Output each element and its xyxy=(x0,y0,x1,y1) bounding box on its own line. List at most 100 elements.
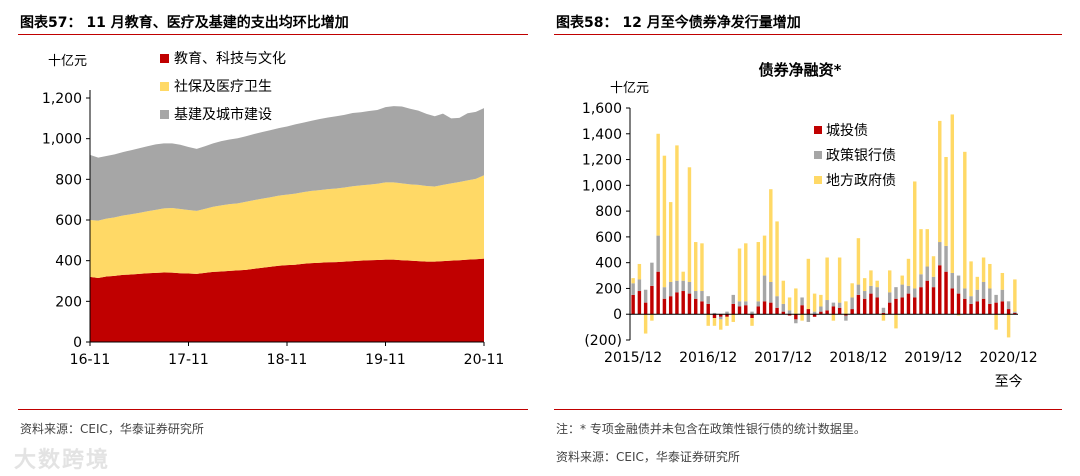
bar-1 xyxy=(693,291,698,299)
bar-2 xyxy=(1000,272,1005,290)
left-chart-title: 图表57： 11 月教育、医疗及基建的支出均环比增加 xyxy=(20,15,349,31)
bar-1 xyxy=(862,291,867,299)
right-y-tick-label: 800 xyxy=(595,204,622,220)
bar-0 xyxy=(775,307,779,315)
right-legend-label-2: 地方政府债 xyxy=(826,173,896,189)
bar-1 xyxy=(781,303,786,312)
right-x-tick-label: 2017/12 xyxy=(754,350,812,366)
bar-2 xyxy=(737,248,742,302)
bar-2 xyxy=(725,316,729,326)
right-chart-inner-title: 债券净融资* xyxy=(759,61,842,79)
bar-0 xyxy=(668,296,673,315)
bar-2 xyxy=(913,181,917,289)
bar-1 xyxy=(656,235,660,272)
bar-0 xyxy=(812,314,817,317)
bar-1 xyxy=(844,315,848,321)
bar-0 xyxy=(975,301,980,315)
right-bar-chart: 债券净融资* 十亿元 (200) 0 200 400 600 800 1,000 1,200 1,4… xyxy=(582,61,1038,390)
bar-1 xyxy=(900,284,904,298)
bar-2 xyxy=(862,278,867,292)
bar-2 xyxy=(668,202,673,282)
left-y-tick-label: 1,000 xyxy=(42,132,82,148)
bar-1 xyxy=(731,294,735,304)
bar-1 xyxy=(687,282,692,294)
bar-2 xyxy=(706,314,710,326)
bar-0 xyxy=(631,294,635,315)
bar-1 xyxy=(775,296,779,308)
bar-2 xyxy=(931,256,936,277)
bar-0 xyxy=(950,288,955,315)
bar-0 xyxy=(831,306,836,315)
bar-2 xyxy=(1006,314,1011,338)
bar-0 xyxy=(731,303,735,315)
bar-0 xyxy=(850,309,854,315)
bar-0 xyxy=(800,305,804,315)
bar-1 xyxy=(988,288,992,304)
bar-1 xyxy=(812,311,817,315)
bar-1 xyxy=(794,319,798,324)
bar-0 xyxy=(887,302,892,315)
bar-2 xyxy=(881,314,886,321)
bar-1 xyxy=(668,282,673,297)
bar-2 xyxy=(681,271,685,281)
bar-0 xyxy=(956,293,961,315)
bar-2 xyxy=(831,314,836,321)
bar-2 xyxy=(969,261,973,297)
bar-2 xyxy=(900,275,904,285)
bar-1 xyxy=(975,289,980,302)
bar-2 xyxy=(850,283,854,298)
right-y-tick-label: 0 xyxy=(613,307,622,323)
bar-1 xyxy=(913,288,917,298)
bar-2 xyxy=(693,242,698,292)
bar-1 xyxy=(875,287,879,298)
bar-2 xyxy=(906,258,911,286)
bar-0 xyxy=(700,301,704,315)
bar-2 xyxy=(975,276,980,290)
bar-0 xyxy=(762,301,767,315)
bar-0 xyxy=(712,314,717,319)
bar-2 xyxy=(650,314,654,321)
bar-0 xyxy=(662,298,667,315)
bar-2 xyxy=(988,263,992,289)
bar-1 xyxy=(756,301,761,307)
bar-1 xyxy=(750,311,754,315)
bar-1 xyxy=(994,294,998,303)
left-y-tick-label: 200 xyxy=(55,294,82,310)
bar-0 xyxy=(919,287,923,315)
bar-1 xyxy=(856,284,861,295)
bar-2 xyxy=(944,156,948,246)
bar-0 xyxy=(969,303,973,315)
right-y-tick-label: 400 xyxy=(595,256,622,272)
bar-2 xyxy=(875,280,879,288)
bar-0 xyxy=(719,314,723,317)
bar-0 xyxy=(794,314,798,320)
bar-2 xyxy=(712,318,717,326)
bar-2 xyxy=(637,263,642,280)
bar-0 xyxy=(643,302,648,315)
bar-0 xyxy=(925,280,929,315)
bar-2 xyxy=(787,297,792,311)
bar-0 xyxy=(744,305,748,315)
bar-2 xyxy=(675,145,679,281)
right-y-tick-label: 200 xyxy=(595,281,622,297)
bar-2 xyxy=(744,243,748,302)
left-y-tick-label: 800 xyxy=(55,172,82,188)
bar-1 xyxy=(931,276,936,288)
bar-1 xyxy=(894,287,898,299)
bar-0 xyxy=(894,298,898,315)
right-legend-swatch-1 xyxy=(814,151,822,159)
bar-0 xyxy=(1013,312,1017,315)
left-y-tick-label: 1,200 xyxy=(42,91,82,107)
left-legend-swatch-0 xyxy=(160,54,169,63)
left-legend-label-1: 社保及医疗卫生 xyxy=(174,79,272,95)
bar-1 xyxy=(712,312,717,315)
left-title-rule xyxy=(18,34,528,35)
bar-1 xyxy=(769,282,773,303)
left-legend-label-0: 教育、科技与文化 xyxy=(174,51,286,67)
bar-1 xyxy=(806,314,811,322)
bar-1 xyxy=(725,311,729,315)
bar-2 xyxy=(769,189,773,282)
bar-1 xyxy=(850,297,854,310)
bar-1 xyxy=(825,300,829,311)
bar-1 xyxy=(981,282,986,299)
